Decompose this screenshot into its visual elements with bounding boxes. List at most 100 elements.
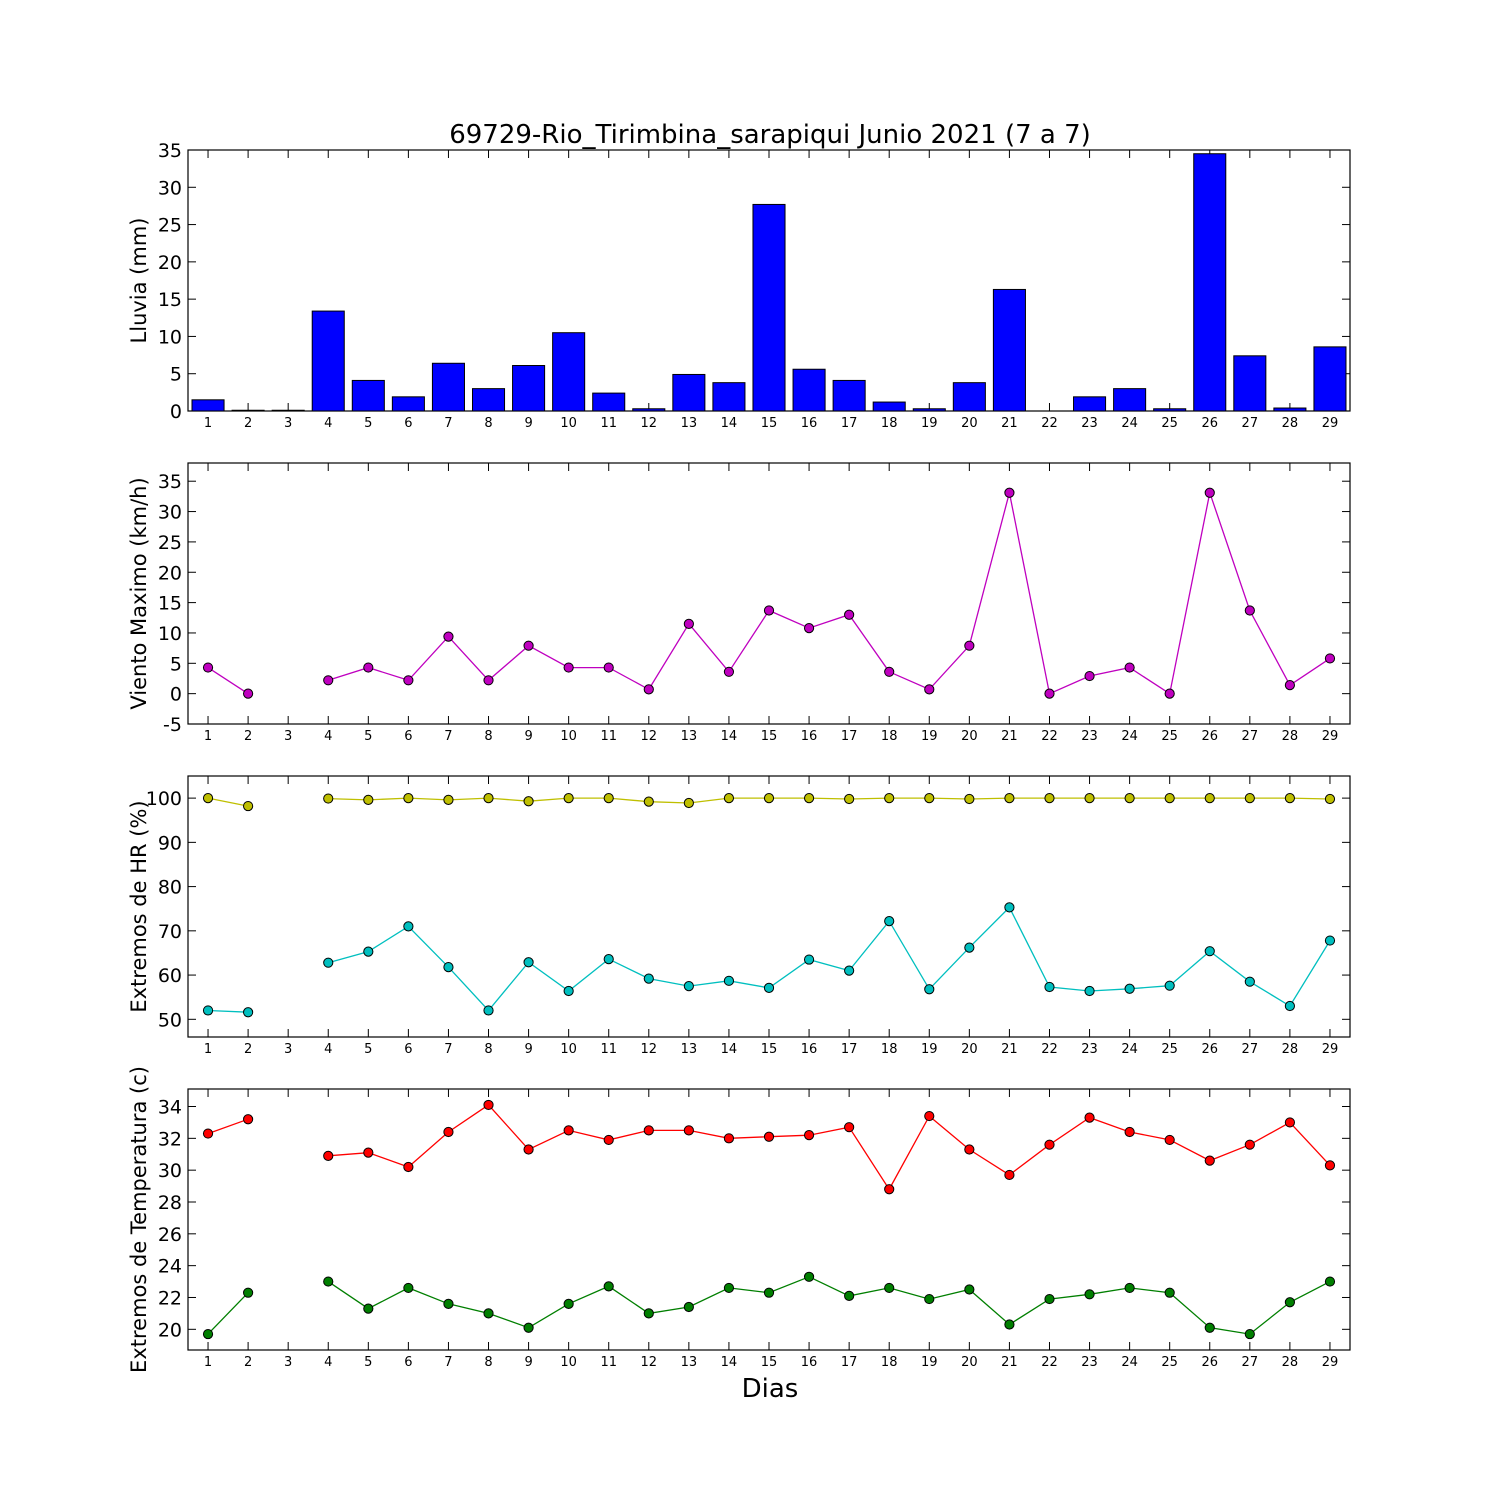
- y-tick-label: 0: [170, 684, 182, 706]
- x-tick-label: 3: [284, 1042, 292, 1057]
- x-tick-label: 22: [1041, 729, 1058, 744]
- point-day-19: [924, 984, 935, 995]
- point-day-6: [403, 793, 414, 804]
- point-day-28: [1284, 680, 1295, 691]
- point-day-26: [1204, 1155, 1215, 1166]
- point-day-1: [202, 662, 214, 673]
- x-tick-label: 13: [681, 729, 698, 744]
- point-day-22: [1044, 688, 1055, 699]
- point-day-20: [964, 640, 975, 651]
- y-tick-label: 5: [170, 364, 182, 386]
- x-tick-label: 17: [841, 1355, 858, 1370]
- bar-day-24: [1113, 388, 1147, 412]
- point-day-7: [443, 962, 454, 973]
- bar-day-23: [1073, 396, 1107, 412]
- point-day-6: [403, 1282, 414, 1294]
- x-axis-label: Dias: [742, 1374, 799, 1404]
- x-tick-label: 20: [961, 416, 978, 431]
- x-tick-label: 16: [801, 1355, 818, 1370]
- point-day-14: [723, 793, 735, 804]
- x-tick-label: 26: [1201, 1355, 1218, 1370]
- x-tick-label: 6: [404, 1355, 412, 1370]
- point-day-9: [523, 796, 534, 807]
- point-day-27: [1244, 1139, 1255, 1150]
- x-tick-label: 15: [761, 1355, 778, 1370]
- point-day-26: [1204, 487, 1215, 498]
- x-tick-label: 7: [444, 1042, 452, 1057]
- point-day-29: [1324, 793, 1336, 805]
- x-tick-label: 3: [284, 1355, 292, 1370]
- point-day-29: [1324, 1276, 1336, 1287]
- x-tick-label: 1: [204, 1355, 212, 1370]
- point-day-15: [763, 605, 775, 616]
- plot-frame: [187, 1088, 1351, 1351]
- point-day-24: [1124, 1282, 1135, 1294]
- point-day-2: [243, 1007, 254, 1018]
- y-tick-label: 100: [146, 788, 182, 810]
- x-tick-label: 4: [324, 729, 332, 744]
- point-day-18: [884, 915, 895, 927]
- x-tick-label: 8: [484, 1355, 492, 1370]
- x-tick-label: 23: [1081, 1355, 1098, 1370]
- point-day-18: [884, 1282, 895, 1294]
- bar-day-10: [552, 332, 586, 412]
- x-tick-label: 1: [204, 416, 212, 431]
- x-tick-label: 18: [881, 1355, 898, 1370]
- point-day-2: [243, 1287, 254, 1298]
- chart-title: 69729-Rio_Tirimbina_sarapiqui Junio 2021…: [449, 120, 1091, 150]
- x-tick-label: 5: [364, 729, 372, 744]
- point-day-19: [924, 1293, 935, 1305]
- point-day-6: [403, 675, 414, 686]
- x-tick-label: 26: [1201, 729, 1218, 744]
- point-day-8: [483, 793, 494, 804]
- x-tick-label: 10: [560, 729, 577, 744]
- x-tick-label: 22: [1041, 1355, 1058, 1370]
- point-day-16: [803, 622, 815, 634]
- x-tick-label: 3: [284, 729, 292, 744]
- x-tick-label: 15: [761, 729, 778, 744]
- point-day-28: [1284, 1000, 1295, 1012]
- x-tick-label: 11: [600, 729, 617, 744]
- point-day-8: [483, 1005, 494, 1016]
- y-tick-label: 32: [158, 1128, 182, 1150]
- series-line-1: [207, 797, 1331, 807]
- bar-day-2: [231, 409, 265, 412]
- x-tick-label: 20: [961, 1042, 978, 1057]
- point-day-4: [323, 793, 334, 804]
- x-tick-label: 15: [761, 416, 778, 431]
- x-tick-label: 19: [921, 1042, 938, 1057]
- y-tick-label: 10: [158, 326, 182, 348]
- point-day-15: [763, 1287, 775, 1298]
- point-day-24: [1124, 793, 1135, 804]
- point-day-16: [803, 1271, 815, 1282]
- point-day-15: [763, 982, 775, 993]
- bar-day-20: [952, 382, 986, 412]
- point-day-20: [964, 793, 975, 805]
- bar-day-19: [912, 408, 946, 412]
- x-tick-label: 2: [244, 1042, 252, 1057]
- y-tick-label: 35: [158, 140, 182, 162]
- x-tick-label: 11: [600, 416, 617, 431]
- x-tick-label: 2: [244, 416, 252, 431]
- x-tick-label: 21: [1001, 416, 1018, 431]
- point-day-24: [1124, 1126, 1135, 1138]
- point-day-8: [483, 1308, 494, 1319]
- x-tick-label: 12: [641, 416, 658, 431]
- x-tick-label: 3: [284, 416, 292, 431]
- point-day-10: [563, 662, 574, 673]
- point-day-12: [643, 684, 654, 695]
- point-day-7: [443, 1126, 454, 1138]
- point-day-11: [603, 662, 614, 673]
- point-day-25: [1164, 793, 1175, 804]
- point-day-21: [1004, 1169, 1015, 1181]
- x-tick-label: 28: [1282, 416, 1299, 431]
- series-line-2: [207, 1276, 1331, 1335]
- point-day-12: [643, 796, 654, 807]
- x-tick-label: 13: [681, 416, 698, 431]
- x-tick-label: 24: [1121, 729, 1138, 744]
- point-day-14: [723, 1133, 735, 1144]
- y-tick-label: 25: [158, 215, 182, 237]
- point-day-16: [803, 793, 815, 804]
